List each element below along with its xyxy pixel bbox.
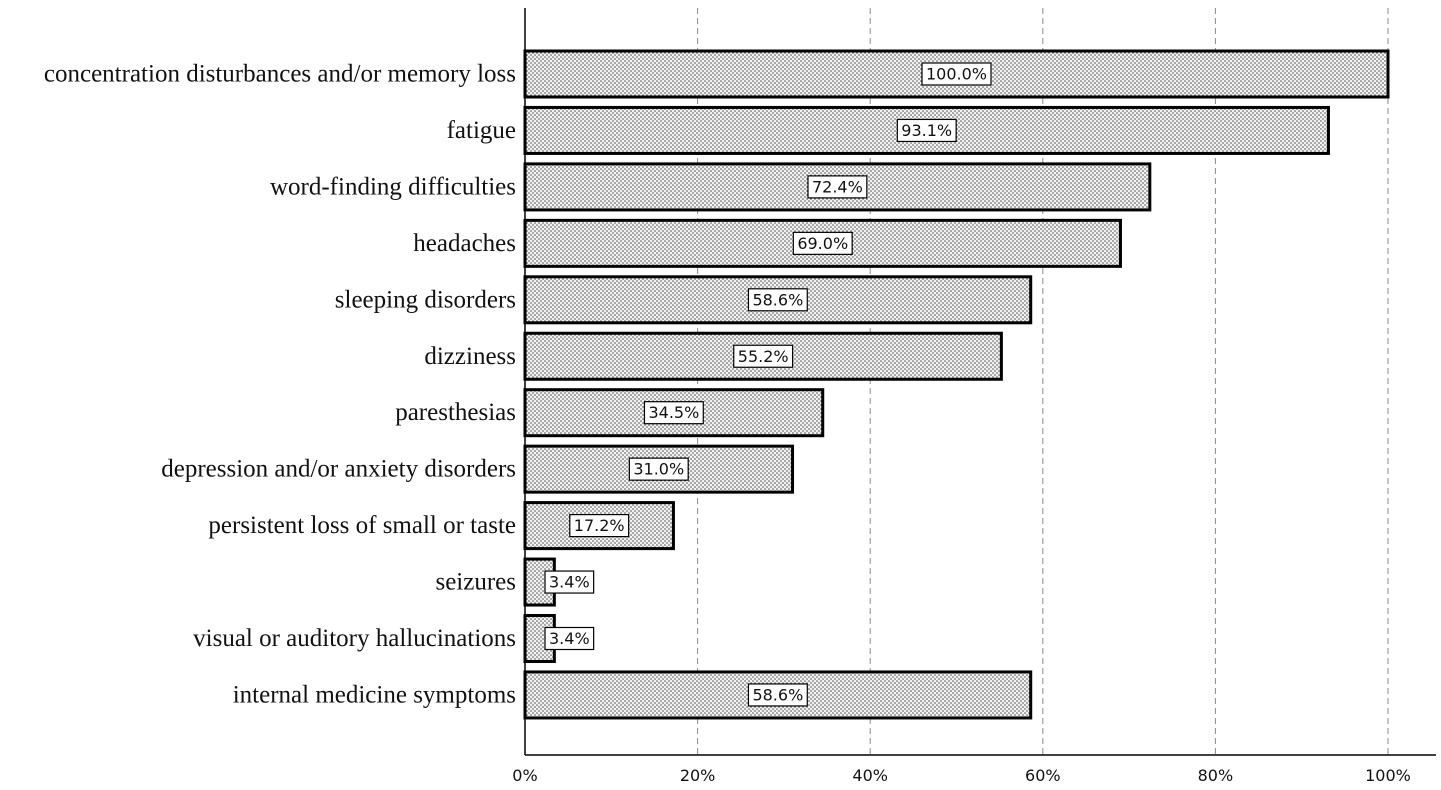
category-label: depression and/or anxiety disorders <box>161 456 516 483</box>
data-label-box <box>733 344 794 368</box>
data-label-group: 69.0% <box>792 231 853 255</box>
data-label: 93.1% <box>901 121 952 140</box>
data-label-box <box>628 457 689 481</box>
category-label: seizures <box>435 569 516 596</box>
data-label: 58.6% <box>752 290 803 309</box>
data-label-group: 34.5% <box>643 401 704 425</box>
data-label-box <box>544 570 595 594</box>
x-tick-label: 100% <box>1365 766 1411 785</box>
data-label-group: 58.6% <box>747 288 808 312</box>
axes <box>524 8 1436 756</box>
data-label-group: 17.2% <box>569 513 630 538</box>
data-label-group: 58.6% <box>747 683 808 707</box>
data-label-group: 31.0% <box>628 457 689 481</box>
data-label: 100.0% <box>926 65 987 84</box>
category-label: visual or auditory hallucinations <box>193 625 516 652</box>
data-label-group: 72.4% <box>807 175 868 199</box>
data-label-box <box>643 401 704 425</box>
x-tick-label: 0% <box>512 766 537 785</box>
data-label-box <box>747 288 808 312</box>
data-label-group: 3.4% <box>544 626 595 651</box>
data-label: 17.2% <box>574 516 625 535</box>
data-label-group: 55.2% <box>733 344 794 368</box>
data-label-group: 93.1% <box>896 118 957 143</box>
data-label-box <box>747 683 808 707</box>
x-tick-label: 20% <box>680 766 716 785</box>
x-tick-label: 80% <box>1198 766 1234 785</box>
data-label-group: 3.4% <box>544 570 595 594</box>
category-label: paresthesias <box>395 399 516 426</box>
bars <box>523 49 1390 720</box>
category-label: concentration disturbances and/or memory… <box>44 61 516 88</box>
data-label: 34.5% <box>648 403 699 422</box>
data-label-box <box>807 175 868 199</box>
category-label: fatigue <box>447 117 516 144</box>
data-label-box <box>921 62 992 86</box>
data-label-box <box>896 118 957 143</box>
category-label: word-finding difficulties <box>270 173 516 200</box>
data-label: 3.4% <box>549 573 590 592</box>
data-label-box <box>544 626 595 651</box>
category-label: persistent loss of small or taste <box>208 512 516 539</box>
data-label-group: 100.0% <box>921 62 992 86</box>
x-tick-label: 40% <box>852 766 888 785</box>
data-label: 31.0% <box>633 460 684 479</box>
data-labels: 100.0% 93.1% 72.4% 69.0% 58.6% 55.2% 34.5% 31.0… <box>544 62 992 707</box>
data-label: 3.4% <box>549 629 590 648</box>
category-label: internal medicine symptoms <box>233 681 516 708</box>
data-label: 55.2% <box>738 347 789 366</box>
data-label: 69.0% <box>797 234 848 253</box>
data-label: 72.4% <box>812 177 863 196</box>
data-label: 58.6% <box>752 685 803 704</box>
x-tick-label: 60% <box>1025 766 1061 785</box>
category-labels: concentration disturbances and/or memory… <box>44 61 516 709</box>
data-label-box <box>569 513 630 538</box>
category-label: headaches <box>413 230 516 257</box>
x-tick-labels: 0% 20% 40% 60% 80% 100% <box>512 766 1411 785</box>
data-label-box <box>792 231 853 255</box>
category-label: dizziness <box>424 343 516 370</box>
category-label: sleeping disorders <box>335 286 516 313</box>
